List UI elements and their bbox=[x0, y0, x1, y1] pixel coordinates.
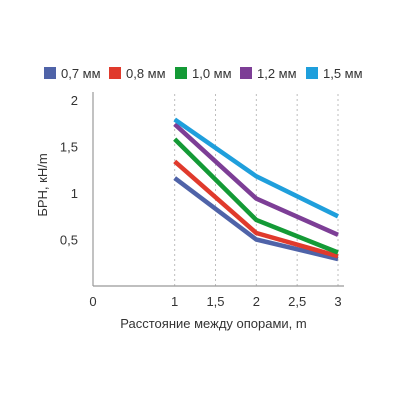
legend-swatch-2 bbox=[175, 67, 187, 79]
legend-label-3: 1,2 мм bbox=[257, 66, 297, 81]
series-line-3 bbox=[173, 122, 339, 237]
y-tick-label-3: 2 bbox=[71, 93, 78, 108]
legend-swatch-0 bbox=[44, 67, 56, 79]
legend-label-4: 1,5 мм bbox=[323, 66, 363, 81]
x-tick-label-3: 2 bbox=[253, 294, 260, 309]
series-line-2 bbox=[173, 137, 339, 255]
tick-labels: 0 1 1,5 2 2,5 3 0,5 1 1,5 2 bbox=[60, 93, 342, 309]
x-axis-title: Расстояние между опорами, m bbox=[120, 316, 306, 331]
legend-swatch-1 bbox=[109, 67, 121, 79]
x-tick-label-0: 0 bbox=[89, 294, 96, 309]
series-line-0 bbox=[173, 176, 339, 262]
legend-label-1: 0,8 мм bbox=[126, 66, 166, 81]
legend: 0,7 мм 0,8 мм 1,0 мм 1,2 мм 1,5 мм bbox=[44, 66, 363, 81]
x-tick-label-5: 3 bbox=[334, 294, 341, 309]
series-line-4 bbox=[173, 117, 339, 219]
grid bbox=[174, 94, 339, 286]
series-lines bbox=[173, 117, 339, 262]
legend-swatch-3 bbox=[240, 67, 252, 79]
y-axis-title: БРН, кН/m bbox=[35, 153, 50, 216]
series-line-1 bbox=[173, 159, 339, 259]
y-tick-label-1: 1 bbox=[71, 186, 78, 201]
legend-swatch-4 bbox=[306, 67, 318, 79]
axes bbox=[92, 92, 344, 287]
legend-label-2: 1,0 мм bbox=[192, 66, 232, 81]
x-tick-label-2: 1,5 bbox=[206, 294, 224, 309]
x-tick-label-1: 1 bbox=[171, 294, 178, 309]
y-tick-label-2: 1,5 bbox=[60, 140, 78, 155]
y-tick-label-0: 0,5 bbox=[60, 233, 78, 248]
legend-label-0: 0,7 мм bbox=[61, 66, 101, 81]
x-tick-label-4: 2,5 bbox=[288, 294, 306, 309]
